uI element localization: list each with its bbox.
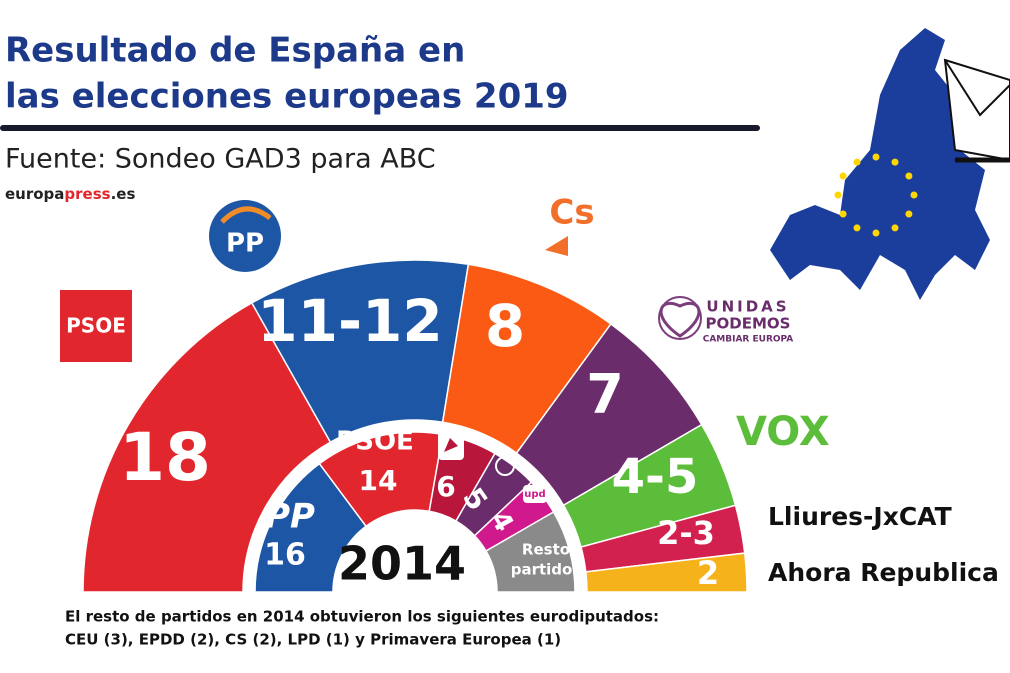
value-label: 8 — [485, 292, 525, 360]
party-label: upd — [524, 489, 545, 500]
value-label: 16 — [264, 538, 306, 573]
source: europapress.es — [5, 185, 135, 203]
star — [834, 191, 842, 199]
value-label: 7 — [586, 363, 624, 426]
party-label: Resto — [522, 541, 570, 559]
title: Resultado de España en las elecciones eu… — [5, 31, 569, 117]
cs-logo — [545, 236, 568, 256]
star — [891, 224, 899, 232]
party-label: UNIDAS — [706, 298, 789, 316]
star — [905, 172, 913, 180]
seat-segment — [82, 301, 332, 593]
podemos-logo — [659, 301, 701, 338]
party-label: PSOE — [336, 427, 414, 457]
source-part: europa — [5, 185, 64, 203]
value-label: 2 — [697, 554, 719, 592]
value-label: 11-12 — [257, 287, 443, 355]
note: CEU (3), EPDD (2), CS (2), LPD (1) y Pri… — [65, 631, 561, 649]
value-label: 18 — [119, 419, 211, 496]
iu-logo-mark — [444, 438, 458, 452]
party-label: CAMBIAR EUROPA — [703, 335, 794, 345]
podemos-logo — [658, 296, 702, 340]
party-label: Cs — [549, 193, 594, 233]
value-label: 6 — [436, 470, 455, 503]
subtitle: Fuente: Sondeo GAD3 para ABC — [5, 144, 436, 175]
party-label: VOX — [736, 409, 830, 455]
party-label: Ahora Republica — [768, 558, 999, 587]
source-part: press — [64, 185, 110, 203]
rule — [0, 125, 760, 131]
party-label: PSOE — [66, 314, 126, 338]
star — [891, 158, 899, 166]
value-label: 14 — [359, 464, 398, 497]
value-label: 4-5 — [612, 449, 699, 505]
value-label: 2-3 — [657, 514, 715, 552]
star — [839, 210, 847, 218]
star — [853, 158, 861, 166]
white-base — [250, 592, 760, 598]
pp-logo-swoosh — [220, 206, 272, 224]
star — [872, 153, 880, 161]
star — [853, 224, 861, 232]
europe-map — [770, 28, 1010, 300]
party-label: PP — [226, 229, 264, 259]
star — [872, 229, 880, 237]
ring-name: 2014 — [338, 537, 466, 591]
psoe-logo — [60, 290, 132, 362]
source-part: .es — [111, 185, 136, 203]
party-label: partidos — [511, 561, 582, 579]
upd-logo — [523, 485, 547, 503]
star — [905, 210, 913, 218]
podemos-logo — [495, 456, 515, 476]
note: El resto de partidos en 2014 obtuvieron … — [65, 608, 659, 626]
party-label: PP — [265, 497, 315, 537]
star — [910, 191, 918, 199]
party-label: Lliures-JxCAT — [768, 502, 952, 531]
title-line: las elecciones europeas 2019 — [5, 77, 569, 117]
party-label: PODEMOS — [706, 315, 791, 333]
star — [839, 172, 847, 180]
title-line: Resultado de España en — [5, 31, 465, 71]
